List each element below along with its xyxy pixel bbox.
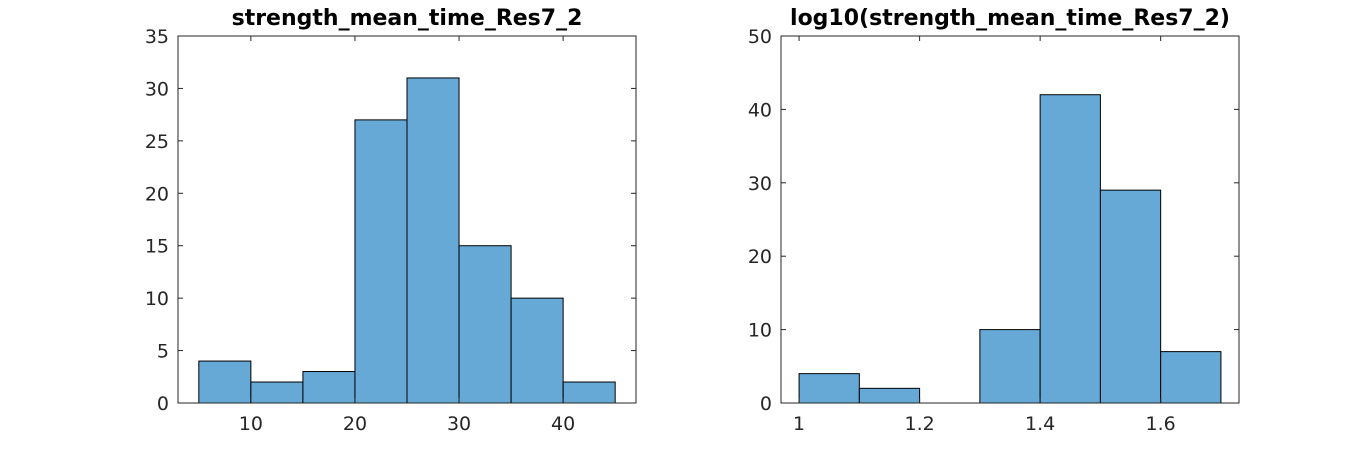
x-tick-label: 40 [551, 413, 575, 435]
y-tick-label: 35 [145, 26, 169, 48]
histogram-panel-right: log10(strength_mean_time_Res7_2) 0 10 20 30… [748, 6, 1240, 435]
y-tick-label: 20 [748, 246, 772, 268]
x-tick-label: 1.6 [1146, 413, 1176, 435]
y-tick-label: 10 [748, 320, 772, 342]
histogram-bar [798, 373, 860, 404]
y-tick-label: 30 [145, 78, 169, 100]
y-tick-label: 0 [157, 393, 169, 415]
histogram-bar [458, 245, 512, 404]
y-tick-label: 20 [145, 183, 169, 205]
plot-frame [780, 35, 1240, 404]
y-tick-label: 0 [760, 393, 772, 415]
histogram-bar [1039, 94, 1101, 404]
y-tick-label: 40 [748, 99, 772, 121]
histogram-bar [858, 387, 921, 404]
histogram-bar [510, 297, 564, 404]
histogram-bar [406, 77, 460, 404]
y-tick-label: 15 [145, 236, 169, 258]
y-tick-label: 50 [748, 26, 772, 48]
y-tick-label: 30 [748, 173, 772, 195]
x-tick-label: 1.2 [904, 413, 934, 435]
y-tick-label: 25 [145, 131, 169, 153]
x-tick-label: 1.4 [1025, 413, 1055, 435]
left-chart-title: strength_mean_time_Res7_2 [232, 6, 583, 31]
x-tick-label: 30 [447, 413, 471, 435]
x-tick-label: 10 [239, 413, 263, 435]
plot-frame [177, 35, 637, 404]
histogram-panel-left: strength_mean_time_Res7_2 0 5 10 15 20 25 30 35… [145, 6, 637, 435]
right-chart-title: log10(strength_mean_time_Res7_2) [790, 6, 1230, 31]
histogram-bar [1099, 189, 1162, 404]
x-tick-label: 1 [793, 413, 805, 435]
histogram-bar [250, 381, 304, 404]
y-tick-label: 10 [145, 288, 169, 310]
histogram-bar [979, 329, 1041, 404]
histogram-bar [562, 381, 616, 404]
x-tick-label: 20 [343, 413, 367, 435]
histogram-bar [1160, 351, 1222, 404]
histogram-bar [198, 360, 252, 404]
histogram-bar [302, 371, 356, 404]
y-tick-label: 5 [157, 341, 169, 363]
histogram-bar [354, 119, 408, 404]
